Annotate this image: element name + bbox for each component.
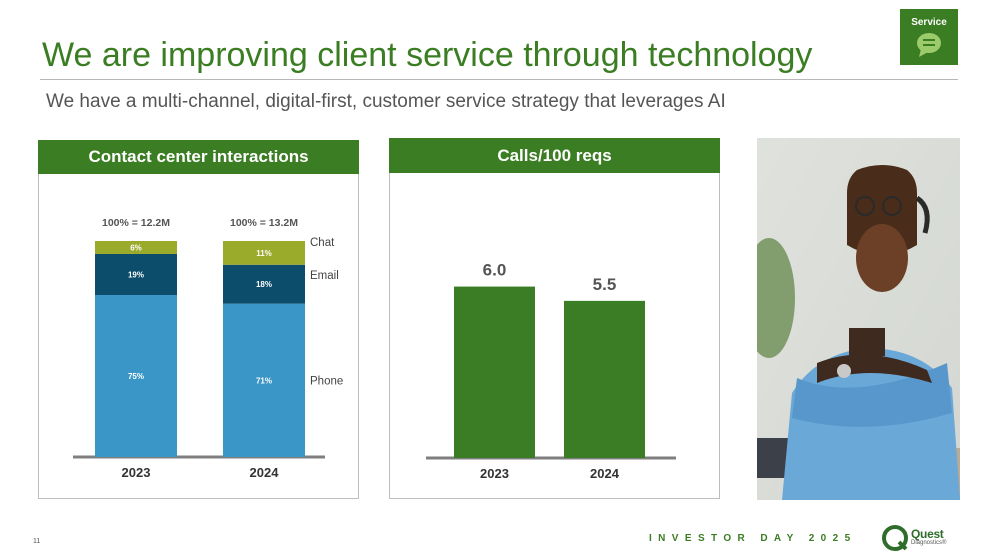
category-label-2023: 2023 xyxy=(480,466,509,481)
title-divider xyxy=(40,79,958,80)
bar-calls-2024 xyxy=(564,300,645,458)
bar-calls-2023 xyxy=(454,286,535,458)
bar-chat-2024 xyxy=(223,241,305,265)
data-label-chat-2024: 11% xyxy=(256,249,272,258)
data-label-email-2023: 19% xyxy=(128,270,144,279)
calls-chart: 6.0 2023 5.5 2024 xyxy=(426,261,676,481)
service-badge-label: Service xyxy=(911,17,947,28)
legend-phone: Phone xyxy=(310,375,343,387)
data-label-phone-2023: 75% xyxy=(128,372,144,381)
contact-center-header: Contact center interactions xyxy=(38,140,359,174)
data-label-email-2024: 18% xyxy=(256,280,272,289)
total-label-2024: 100% = 13.2M xyxy=(230,217,298,229)
bar-chat-2023 xyxy=(95,241,177,254)
category-label-2024: 2024 xyxy=(250,465,280,480)
page-title: We are improving client service through … xyxy=(42,36,813,74)
event-label: INVESTOR DAY 2025 xyxy=(649,533,857,544)
page-number: 11 xyxy=(33,538,41,545)
contact-center-chart: 75% 19% 6% 100% = 12.2M 2023 71% 18% 11% 100% = … xyxy=(73,217,343,480)
calls-panel xyxy=(389,138,720,499)
agent-photo xyxy=(757,138,960,500)
data-label-calls-2023: 6.0 xyxy=(483,261,507,280)
service-badge: Service xyxy=(900,9,958,65)
data-label-calls-2024: 5.5 xyxy=(593,275,617,294)
calls-header: Calls/100 reqs xyxy=(389,138,720,173)
category-label-2023: 2023 xyxy=(122,465,151,480)
legend-email: Email xyxy=(310,270,339,282)
legend-chat: Chat xyxy=(310,237,335,249)
category-label-2024: 2024 xyxy=(590,466,620,481)
data-label-phone-2024: 71% xyxy=(256,376,272,385)
contact-center-panel xyxy=(38,140,359,499)
logo-name: Quest xyxy=(911,527,944,541)
total-label-2023: 100% = 12.2M xyxy=(102,217,170,229)
logo-subtext: Diagnostics® xyxy=(911,540,947,546)
quest-logo-icon xyxy=(882,525,908,551)
page-subtitle: We have a multi-channel, digital-first, … xyxy=(46,91,726,112)
bar-email-2024 xyxy=(223,264,305,304)
quest-logo: Quest Diagnostics® xyxy=(880,525,960,551)
bar-email-2023 xyxy=(95,253,177,295)
bar-phone-2023 xyxy=(95,295,177,457)
speech-bubble-icon xyxy=(917,33,941,57)
bar-phone-2024 xyxy=(223,303,305,457)
data-label-chat-2023: 6% xyxy=(130,243,142,252)
